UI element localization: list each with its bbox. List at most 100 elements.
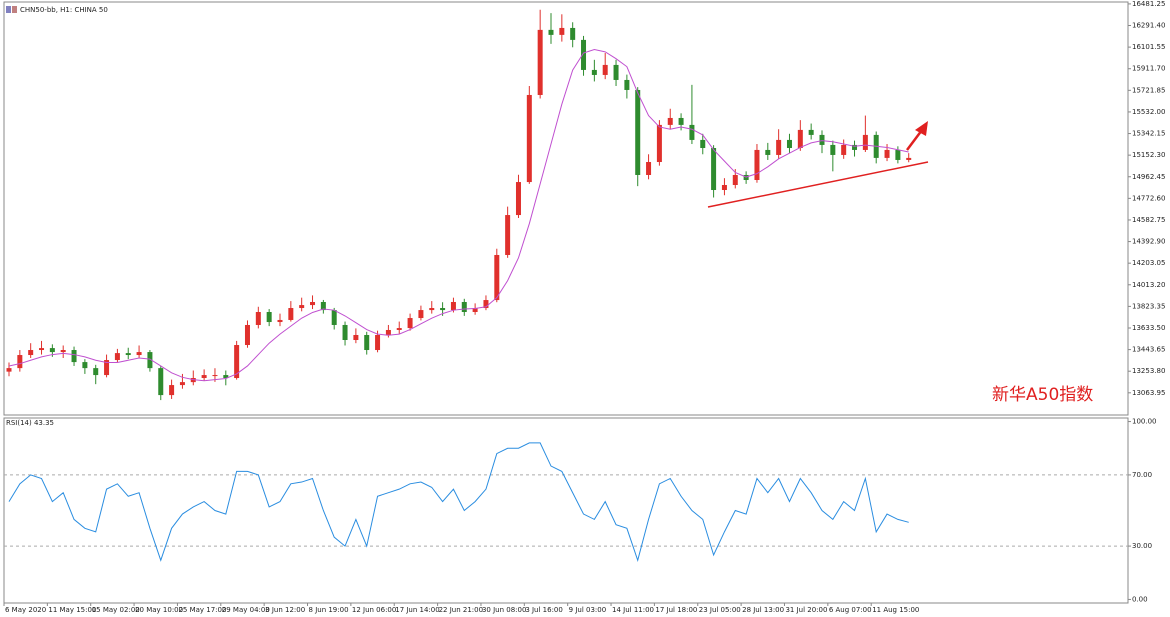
x-tick-label: 6 May 2020 xyxy=(5,606,46,614)
x-tick-label: 3 Jun 12:00 xyxy=(265,606,305,614)
candle-body xyxy=(559,27,565,35)
y-tick-label: 14013.20 xyxy=(1132,281,1165,289)
x-tick-label: 15 May 02:00 xyxy=(92,606,140,614)
x-tick-label: 11 Aug 15:00 xyxy=(872,606,919,614)
candle-body xyxy=(852,144,858,150)
candle-body xyxy=(830,144,836,155)
candle-body xyxy=(732,174,738,185)
candle-body xyxy=(602,64,608,75)
candle-body xyxy=(375,334,381,351)
candle-body xyxy=(28,350,34,356)
candle-body xyxy=(570,27,576,40)
candle-body xyxy=(331,310,337,325)
y-tick-label: 70.00 xyxy=(1132,471,1152,479)
y-tick-label: 15532.00 xyxy=(1132,108,1165,116)
candle-body xyxy=(808,129,814,135)
candle-body xyxy=(884,149,890,158)
candle-body xyxy=(494,254,500,301)
x-tick-label: 28 Jul 13:00 xyxy=(742,606,784,614)
y-tick-label: 16101.55 xyxy=(1132,43,1165,51)
candle-body xyxy=(136,352,142,356)
candle-body xyxy=(537,29,543,95)
candle-body xyxy=(483,300,489,309)
x-tick-label: 8 Jun 19:00 xyxy=(309,606,349,614)
candle-body xyxy=(841,144,847,155)
x-tick-label: 31 Jul 20:00 xyxy=(785,606,827,614)
x-tick-label: 14 Jul 11:00 xyxy=(612,606,654,614)
arrow xyxy=(906,129,923,151)
candle-body xyxy=(429,308,435,311)
x-tick-label: 17 Jul 18:00 xyxy=(655,606,697,614)
rsi-line xyxy=(8,442,909,563)
candle-body xyxy=(104,360,110,376)
candle-body xyxy=(895,149,901,160)
candle-body xyxy=(266,312,272,323)
y-tick-label: 13443.65 xyxy=(1132,346,1165,354)
y-tick-label: 13253.80 xyxy=(1132,367,1165,375)
arrow-head xyxy=(915,121,928,136)
candle-body xyxy=(613,64,619,80)
x-tick-label: 12 Jun 06:00 xyxy=(352,606,396,614)
candle-body xyxy=(353,334,359,341)
candle-body xyxy=(819,134,825,145)
candle-body xyxy=(786,139,792,149)
x-tick-label: 6 Aug 07:00 xyxy=(829,606,872,614)
candle-body xyxy=(310,301,316,306)
candle-body xyxy=(721,184,727,191)
y-tick-label: 16481.25 xyxy=(1132,0,1165,8)
y-tick-label: 14203.05 xyxy=(1132,259,1165,267)
candle-body xyxy=(418,310,424,319)
candle-body xyxy=(635,89,641,175)
candle-body xyxy=(342,324,348,341)
candle-body xyxy=(711,148,717,191)
candle-body xyxy=(591,69,597,75)
candle-body xyxy=(505,215,511,255)
candle-body xyxy=(17,355,23,369)
y-tick-label: 15911.70 xyxy=(1132,65,1165,73)
candle-body xyxy=(407,318,413,329)
candle-body xyxy=(450,301,456,311)
y-tick-label: 14392.90 xyxy=(1132,238,1165,246)
candle-body xyxy=(114,353,120,361)
candle-body xyxy=(624,79,630,90)
candle-body xyxy=(515,182,521,216)
candle-body xyxy=(678,117,684,125)
candle-body xyxy=(234,345,240,379)
x-tick-label: 11 May 15:00 xyxy=(48,606,96,614)
price-panel xyxy=(3,1,1129,416)
y-tick-label: 14582.75 xyxy=(1132,216,1165,224)
candle-body xyxy=(461,301,467,313)
candle-body xyxy=(776,139,782,155)
candle-body xyxy=(82,362,88,369)
candle-body xyxy=(255,312,261,325)
annotation: 新华A50指数 xyxy=(992,385,1093,405)
x-tick-label: 30 Jun 08:00 xyxy=(482,606,526,614)
candle-body xyxy=(320,301,326,311)
moving-average xyxy=(8,49,909,382)
candle-body xyxy=(158,368,164,396)
candle-body xyxy=(244,324,250,346)
trend-line xyxy=(707,161,929,208)
candle-body xyxy=(667,117,673,125)
candle-body xyxy=(125,353,131,356)
y-tick-label: 15152.30 xyxy=(1132,151,1165,159)
icon xyxy=(6,6,11,13)
candle-body xyxy=(581,39,587,70)
candle-body xyxy=(364,334,370,351)
candle-body xyxy=(6,368,12,372)
candle-body xyxy=(656,124,662,163)
candle-body xyxy=(689,124,695,140)
rsi-title: RSI(14) 43.35 xyxy=(6,419,54,427)
y-tick-label: 13063.95 xyxy=(1132,389,1165,397)
candle-body xyxy=(288,308,294,320)
candle-body xyxy=(49,348,55,353)
y-tick-label: 14962.45 xyxy=(1132,173,1165,181)
candle-body xyxy=(299,305,305,309)
candle-body xyxy=(223,375,229,379)
candle-body xyxy=(548,29,554,35)
candle-body xyxy=(71,350,77,363)
candle-body xyxy=(754,149,760,180)
candle-body xyxy=(797,129,803,149)
candle-body xyxy=(212,375,218,377)
